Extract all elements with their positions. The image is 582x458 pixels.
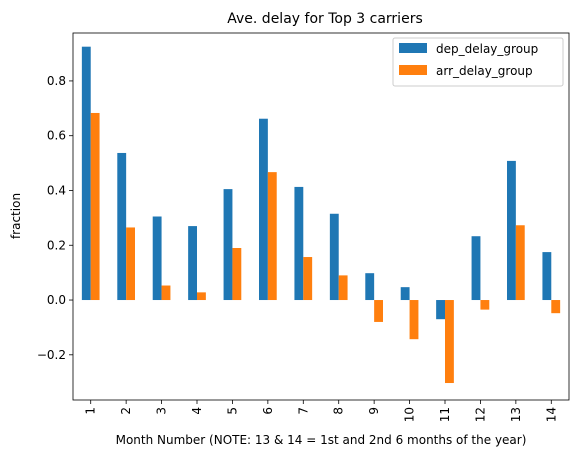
y-tick-label: 0.4	[47, 183, 66, 197]
bar-dep-delay-group-4	[188, 226, 197, 301]
legend-label-dep-delay-group: dep_delay_group	[436, 42, 538, 56]
x-axis-ticks: 1 2 3 4 5 6 7 8 9 10 11 12 13 14	[84, 400, 558, 422]
bar-dep-delay-group-13	[507, 160, 516, 301]
bar-dep-delay-group-10	[400, 287, 410, 301]
bar-dep-delay-group-9	[365, 273, 375, 301]
y-axis-ticks: −0.2 0.0 0.2 0.4 0.6 0.8	[37, 74, 73, 362]
bar-dep-delay-group-12	[471, 236, 481, 301]
x-tick-label: 7	[296, 407, 310, 415]
x-tick-label: 6	[261, 407, 275, 415]
bar-arr-delay-group-5	[232, 248, 242, 301]
y-tick-label: 0.0	[47, 293, 66, 307]
bar-arr-delay-group-1	[90, 112, 100, 301]
legend-swatch-arr-delay-group	[399, 65, 427, 75]
bar-dep-delay-group-8	[329, 213, 339, 301]
bar-dep-delay-group-5	[223, 189, 233, 301]
x-axis-label: Month Number (NOTE: 13 & 14 = 1st and 2n…	[116, 433, 527, 447]
bar-arr-delay-group-8	[338, 275, 348, 301]
y-tick-label: 0.8	[47, 74, 66, 88]
x-tick-label: 2	[119, 407, 133, 415]
bar-arr-delay-group-11	[445, 300, 454, 384]
x-tick-label: 4	[190, 407, 204, 415]
bar-dep-delay-group-14	[542, 252, 552, 301]
bar-dep-delay-group-6	[259, 118, 268, 301]
bar-dep-delay-group-7	[294, 186, 304, 301]
legend-frame	[392, 37, 564, 87]
plot-frame	[72, 32, 570, 401]
legend-label-arr-delay-group: arr_delay_group	[436, 64, 533, 78]
y-axis-label: fraction	[9, 193, 23, 239]
bar-dep-delay-group-2	[117, 152, 127, 301]
x-tick-label: 3	[155, 407, 169, 415]
bar-dep-delay-group-11	[436, 300, 445, 320]
bar-dep-delay-group-3	[152, 216, 162, 301]
x-tick-label: 12	[473, 407, 487, 422]
bar-arr-delay-group-12	[480, 300, 490, 310]
x-tick-label: 13	[509, 407, 523, 422]
x-tick-label: 1	[84, 407, 98, 415]
bar-arr-delay-group-2	[126, 227, 135, 301]
bar-arr-delay-group-10	[409, 300, 419, 340]
bar-arr-delay-group-6	[267, 172, 277, 301]
bar-dep-delay-group-1	[81, 46, 91, 301]
legend: dep_delay_group arr_delay_group	[392, 37, 564, 87]
y-tick-label: 0.6	[47, 129, 66, 143]
x-tick-label: 14	[544, 407, 558, 422]
bar-arr-delay-group-9	[374, 300, 383, 322]
bar-arr-delay-group-14	[551, 300, 561, 314]
x-tick-label: 5	[225, 407, 239, 415]
x-tick-label: 8	[332, 407, 346, 415]
bar-arr-delay-group-4	[197, 292, 206, 301]
x-tick-label: 11	[438, 407, 452, 422]
y-tick-label: 0.2	[47, 238, 66, 252]
x-tick-label: 10	[403, 407, 417, 422]
legend-swatch-dep-delay-group	[399, 43, 427, 53]
bar-arr-delay-group-7	[303, 257, 313, 301]
bar-arr-delay-group-3	[161, 285, 171, 301]
bars-group	[81, 46, 561, 384]
bar-arr-delay-group-13	[515, 225, 525, 301]
y-tick-label: −0.2	[37, 348, 66, 362]
x-tick-label: 9	[367, 407, 381, 415]
chart-title: Ave. delay for Top 3 carriers	[227, 11, 423, 27]
